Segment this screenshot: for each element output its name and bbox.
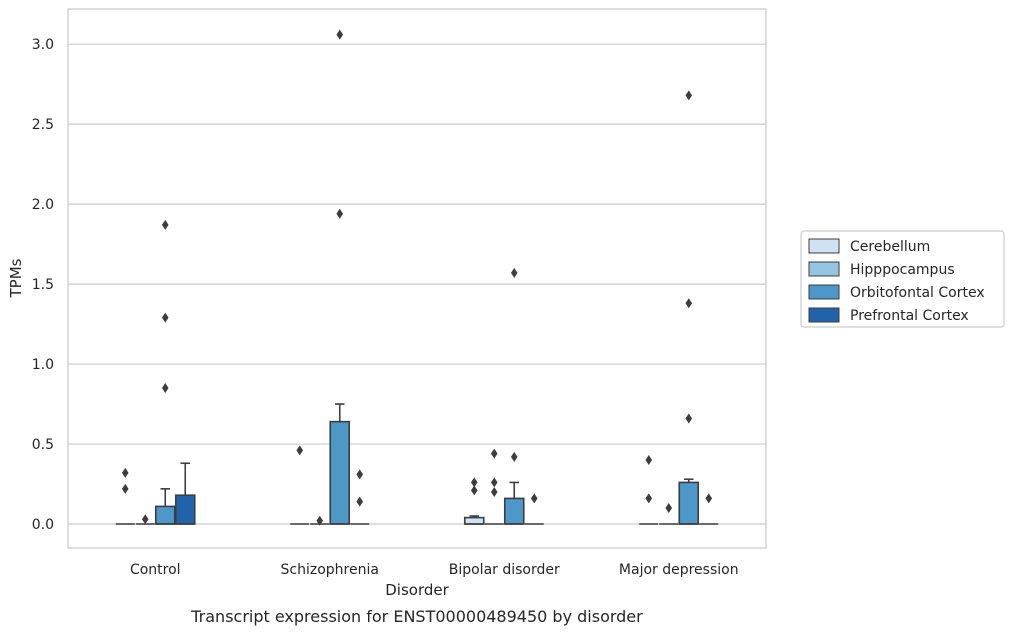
box [329, 420, 351, 525]
y-tick-label: 0.0 [32, 517, 54, 533]
outlier-point [316, 515, 324, 526]
box-hipppocampus [135, 514, 155, 525]
box-hipppocampus [659, 503, 679, 525]
legend-item-cerebellum[interactable]: Cerebellum [808, 238, 930, 255]
box [154, 505, 176, 525]
outlier-point [685, 413, 693, 424]
legend-label: Cerebellum [850, 239, 930, 255]
outlier-point [510, 267, 518, 278]
x-axis-ticks: Control Schizophrenia Bipolar disorder Majo… [130, 562, 739, 578]
legend[interactable]: Cerebellum Hipppocampus Orbitofontal Corte… [800, 230, 1005, 328]
outlier-point [161, 219, 169, 230]
outlier-point [161, 312, 169, 323]
y-tick-label: 1.5 [32, 277, 54, 293]
box-prefrontal-cortex [699, 493, 719, 525]
y-axis-ticks: 0.0 0.5 1.0 1.5 2.0 2.5 3.0 [32, 37, 54, 533]
legend-swatch [808, 307, 840, 323]
box-cerebellum [639, 455, 659, 525]
outlier-point [645, 455, 653, 466]
box-plots [115, 29, 719, 526]
box-cerebellum [290, 445, 310, 525]
box-orbitofontal-cortex [503, 267, 525, 525]
plot-frame [67, 8, 767, 549]
x-tick-label: Major depression [619, 562, 739, 578]
y-tick-label: 0.5 [32, 437, 54, 453]
legend-item-orbitofontal-cortex[interactable]: Orbitofontal Cortex [808, 284, 985, 301]
legend-frame [800, 230, 1005, 328]
box-orbitofontal-cortex [329, 29, 351, 525]
legend-swatch [808, 238, 840, 254]
box [463, 516, 485, 525]
outlier-point [510, 451, 518, 462]
outlier-point [685, 298, 693, 309]
x-tick-label: Bipolar disorder [449, 562, 560, 578]
legend-label: Hipppocampus [850, 262, 955, 278]
box-hipppocampus [484, 448, 504, 525]
outlier-point [705, 493, 713, 504]
legend-label: Orbitofontal Cortex [850, 285, 985, 301]
outlier-point [470, 485, 478, 496]
outlier-point [490, 477, 498, 488]
legend-item-prefrontal-cortex[interactable]: Prefrontal Cortex [808, 307, 969, 324]
y-tick-label: 2.0 [32, 197, 54, 213]
outlier-point [336, 29, 344, 40]
outlier-point [161, 383, 169, 394]
box-orbitofontal-cortex [154, 219, 176, 525]
outlier-point [141, 514, 149, 525]
outlier-point [490, 448, 498, 459]
box-prefrontal-cortex [350, 469, 370, 525]
outlier-point [470, 477, 478, 488]
outlier-point [121, 483, 129, 494]
legend-label: Prefrontal Cortex [850, 308, 969, 324]
outlier-point [490, 487, 498, 498]
box-orbitofontal-cortex [678, 90, 700, 525]
box-cerebellum [463, 477, 485, 525]
outlier-point [336, 208, 344, 219]
box-prefrontal-cortex [524, 493, 544, 525]
y-tick-label: 3.0 [32, 37, 54, 53]
legend-swatch [808, 284, 840, 300]
outlier-point [296, 445, 304, 456]
outlier-point [685, 90, 693, 101]
x-tick-label: Schizophrenia [281, 562, 379, 578]
x-axis-label: Disorder [385, 581, 449, 599]
x-tick-label: Control [130, 562, 181, 578]
outlier-point [356, 469, 364, 480]
box [174, 494, 196, 525]
outlier-point [530, 493, 538, 504]
y-tick-label: 2.5 [32, 117, 54, 133]
legend-item-hipppocampus[interactable]: Hipppocampus [808, 261, 955, 278]
outlier-point [121, 467, 129, 478]
box-hipppocampus [310, 515, 330, 526]
outlier-point [665, 503, 673, 514]
box-cerebellum [115, 467, 135, 525]
box-prefrontal-cortex [174, 462, 196, 525]
chart-caption: Transcript expression for ENST0000048945… [190, 607, 643, 626]
outlier-point [356, 496, 364, 507]
box [503, 497, 525, 525]
y-axis-label: TPMs [7, 258, 25, 298]
outlier-point [645, 493, 653, 504]
box [678, 481, 700, 525]
legend-swatch [808, 261, 840, 277]
y-tick-label: 1.0 [32, 357, 54, 373]
